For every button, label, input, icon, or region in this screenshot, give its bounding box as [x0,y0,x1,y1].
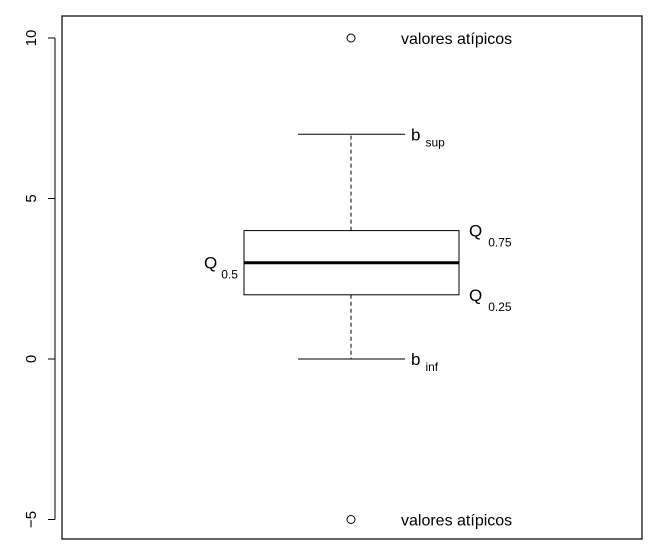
outlier-label: valores atípicos [401,31,512,48]
upper-whisker-label: b sup [411,125,445,149]
outlier-point [346,33,356,43]
median-label: Q0.5 [204,254,238,282]
plot-area: valores atípicos valores atípicos b sup b inf… [204,31,512,530]
y-tick-label: 5 [23,194,40,202]
y-axis: −5 0 5 10 [23,30,56,528]
y-tick-label: 0 [23,355,40,363]
q3-label: Q0.75 [469,222,512,250]
plot-frame [61,15,643,540]
q1-label: Q0.25 [469,286,512,314]
y-tick-label: 10 [23,30,40,47]
outlier-label: valores atípicos [401,513,512,530]
outlier-point [346,515,356,524]
lower-whisker-label: b inf [411,350,439,374]
y-tick-label: −5 [23,511,40,528]
